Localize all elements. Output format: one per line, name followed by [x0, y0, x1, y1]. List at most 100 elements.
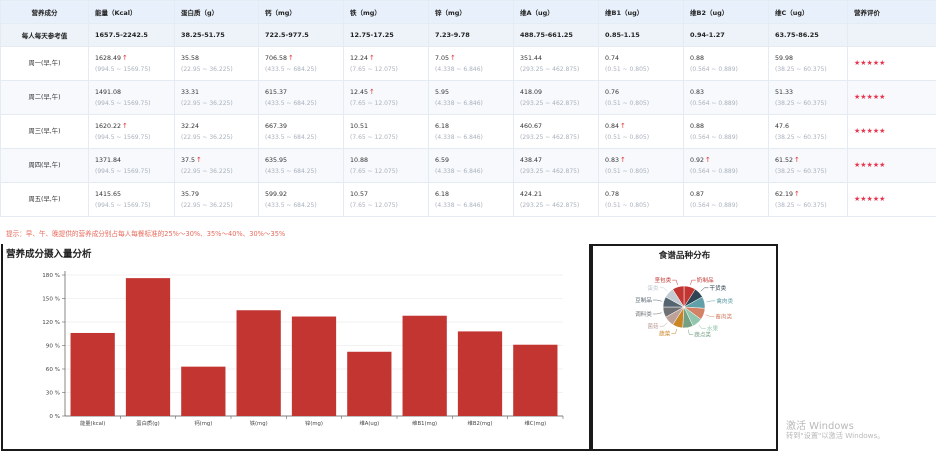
- nutrition-table: 营养成分 能量（Kcal） 蛋白质（g） 钙（mg） 铁（mg） 锌（mg） 维A（ug）维…: [0, 0, 936, 217]
- arrow-up-icon: ↑: [369, 53, 375, 62]
- x-tick-label: 维C(mg): [525, 419, 547, 427]
- nutrient-range: (0.564 ~ 0.889): [690, 99, 738, 107]
- bar: [402, 315, 447, 416]
- nutrient-value: 7.05↑: [435, 53, 513, 64]
- nutrient-range: (0.51 ~ 0.805): [605, 65, 650, 73]
- bar: [236, 310, 281, 416]
- reference-value: 0.94-1.27: [683, 23, 769, 47]
- nutrient-value-text: 47.6: [775, 122, 790, 130]
- star-rating-icon: ★★★★★: [854, 93, 886, 101]
- arrow-up-icon: ↑: [369, 87, 375, 96]
- bar: [457, 331, 503, 416]
- nutrient-value: 10.57: [350, 189, 428, 200]
- pie-leader-line: [659, 322, 668, 327]
- nutrient-value-text: 12.24: [350, 54, 369, 62]
- nutrient-value: 706.58↑: [265, 53, 343, 64]
- nutrient-value-text: 6.18: [435, 190, 450, 198]
- star-rating-icon: ★★★★★: [854, 59, 886, 67]
- rating-cell: ★★★★★: [847, 114, 936, 149]
- nutrient-value-text: 12.45: [350, 88, 369, 96]
- nutrient-value-text: 418.09: [520, 88, 543, 96]
- nutrient-value: 0.88: [690, 53, 768, 64]
- nutrient-range: (7.65 ~ 12.075): [350, 99, 398, 107]
- nutrient-range: (4.338 ~ 6.846): [435, 133, 483, 141]
- reference-value: 1657.5-2242.5: [88, 23, 175, 47]
- nutrient-cell: 615.37 (433.5 ~ 684.25): [258, 80, 344, 115]
- windows-activation-title: 激活 Windows: [786, 421, 854, 432]
- table-body: 周一(早,午) 1628.49↑ (994.5 ~ 1569.75) 35.58 (22…: [0, 46, 936, 217]
- nutrient-cell: 61.52↑ (38.25 ~ 60.375): [768, 148, 848, 183]
- nutrient-value: 35.79: [181, 189, 258, 200]
- table-row: 周一(早,午) 1628.49↑ (994.5 ~ 1569.75) 35.58 (22…: [0, 46, 936, 81]
- nutrient-value-text: 32.24: [181, 122, 200, 130]
- nutrient-value: 438.47: [520, 155, 598, 166]
- nutrient-cell: 0.76 (0.51 ~ 0.805): [598, 80, 684, 115]
- nutrient-cell: 438.47 (293.25 ~ 462.875): [513, 148, 599, 183]
- pie-slice-label: 坚包类: [654, 276, 671, 284]
- nutrient-value-text: 62.19: [775, 190, 794, 198]
- nutrient-value-text: 35.79: [181, 190, 200, 198]
- rating-cell: ★★★★★: [847, 148, 936, 183]
- column-header: 维C（ug）: [768, 0, 848, 24]
- nutrient-value: 61.52↑: [775, 155, 847, 166]
- nutrient-cell: 6.18 (4.338 ~ 6.846): [428, 182, 514, 217]
- column-header: 维B1（ug）: [598, 0, 684, 24]
- nutrient-value: 10.51: [350, 121, 428, 132]
- nutrient-cell: 0.88 (0.564 ~ 0.889): [683, 114, 769, 149]
- nutrient-value-text: 0.84: [605, 122, 620, 130]
- nutrient-range: (0.51 ~ 0.805): [605, 201, 650, 209]
- nutrient-cell: 1628.49↑ (994.5 ~ 1569.75): [88, 46, 175, 81]
- nutrient-range: (994.5 ~ 1569.75): [95, 99, 151, 107]
- nutrient-value: 6.59: [435, 155, 513, 166]
- nutrient-cell: 47.6 (38.25 ~ 60.375): [768, 114, 848, 149]
- nutrient-range: (7.65 ~ 12.075): [350, 133, 398, 141]
- nutrient-range: (4.338 ~ 6.846): [435, 167, 483, 175]
- pie-leader-line: [688, 329, 694, 335]
- nutrient-value-text: 438.47: [520, 156, 543, 164]
- y-tick-label: 150 %: [42, 297, 60, 303]
- nutrient-value: 5.95: [435, 87, 513, 98]
- nutrient-value: 460.67: [520, 121, 598, 132]
- nutrient-cell: 351.44 (293.25 ~ 462.875): [513, 46, 599, 81]
- table-header-row: 营养成分 能量（Kcal） 蛋白质（g） 钙（mg） 铁（mg） 锌（mg） 维A（ug）维…: [0, 0, 936, 24]
- nutrient-value: 599.92: [265, 189, 343, 200]
- nutrient-range: (22.95 ~ 36.225): [181, 201, 233, 209]
- nutrient-cell: 12.45↑ (7.65 ~ 12.075): [343, 80, 429, 115]
- nutrient-value: 10.88: [350, 155, 428, 166]
- x-tick-label: 锌(mg): [305, 419, 323, 427]
- nutrient-value: 12.24↑: [350, 53, 428, 64]
- pie-slice-label: 蛋类: [647, 284, 659, 292]
- pie-leader-line: [698, 324, 706, 329]
- nutrient-range: (22.95 ~ 36.225): [181, 99, 233, 107]
- nutrient-cell: 0.83↑ (0.51 ~ 0.805): [598, 148, 684, 183]
- pie-leader-line: [705, 314, 715, 317]
- nutrient-value-text: 1620.22: [95, 122, 122, 130]
- nutrient-cell: 51.33 (38.25 ~ 60.375): [768, 80, 848, 115]
- x-tick-label: 能量(kcal): [80, 419, 105, 427]
- day-label: 周四(早,午): [0, 148, 89, 183]
- bar-chart-panel: 营养成分摄入量分析 0 % 30 % 60 % 90 % 120 % 150 % 180 %…: [1, 244, 591, 451]
- bar-chart: 0 % 30 % 60 % 90 % 120 % 150 % 180 % 能量(kcal) 蛋白…: [42, 271, 564, 427]
- rating-cell: ★★★★★: [847, 80, 936, 115]
- nutrient-value-text: 0.83: [690, 88, 705, 96]
- nutrient-value-text: 10.51: [350, 122, 369, 130]
- column-header: 营养成分: [0, 0, 89, 24]
- reference-row: 每人每天参考值 1657.5-2242.5 38.25-51.75 722.5-977…: [0, 23, 936, 47]
- day-label: 周一(早,午): [0, 46, 89, 81]
- nutrient-cell: 35.58 (22.95 ~ 36.225): [174, 46, 259, 81]
- day-label: 周二(早,午): [0, 80, 89, 115]
- x-tick-label: 维B2(mg): [468, 419, 493, 427]
- nutrient-value-text: 0.92: [690, 156, 705, 164]
- nutrient-cell: 10.88 (7.65 ~ 12.075): [343, 148, 429, 183]
- nutrient-cell: 59.98 (38.25 ~ 60.375): [768, 46, 848, 81]
- table-row: 周三(早,午) 1620.22↑ (994.5 ~ 1569.75) 32.24 (22…: [0, 114, 936, 149]
- pie-slice-label: 奶制品: [697, 276, 714, 284]
- x-tick-label: 维B1(mg): [412, 419, 437, 427]
- arrow-up-icon: ↑: [794, 189, 800, 198]
- arrow-up-icon: ↑: [794, 155, 800, 164]
- nutrient-value-text: 7.05: [435, 54, 450, 62]
- day-label: 周三(早,午): [0, 114, 89, 149]
- nutrient-cell: 62.19↑ (38.25 ~ 60.375): [768, 182, 848, 217]
- nutrient-range: (994.5 ~ 1569.75): [95, 65, 151, 73]
- nutrient-range: (0.564 ~ 0.889): [690, 167, 738, 175]
